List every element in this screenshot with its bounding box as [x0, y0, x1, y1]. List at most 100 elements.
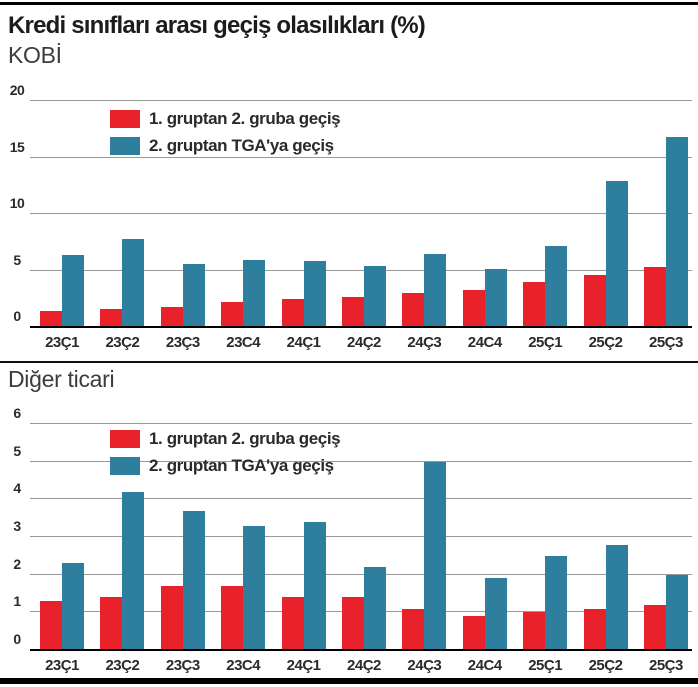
legend-label-series1: 1. gruptan 2. gruba geçiş	[149, 109, 341, 128]
chart1-plot-area: 1. gruptan 2. gruba geçiş 2. gruptan TGA…	[10, 82, 692, 351]
bar-series1-23C4	[221, 585, 244, 650]
gridline-y20	[30, 100, 692, 101]
bar-series1-25Ç1	[523, 281, 546, 327]
bar-group-24C4: 24C4	[462, 101, 507, 351]
bar-group-25Ç2: 25Ç2	[583, 424, 628, 674]
x-axis-line	[30, 326, 692, 328]
bar-series1-24C4	[462, 616, 485, 650]
bar-series2-23Ç1	[62, 563, 84, 650]
chart2-plot-area: 1. gruptan 2. gruba geçiş 2. gruptan TGA…	[13, 405, 692, 674]
legend-row-series1: 1. gruptan 2. gruba geçiş	[110, 109, 341, 129]
x-tick-label-25Ç2: 25Ç2	[588, 657, 623, 674]
y-tick-label-5: 5	[13, 251, 21, 268]
x-tick-label-24Ç3: 24Ç3	[407, 334, 442, 351]
x-tick-label-23C4: 23C4	[226, 657, 261, 674]
bar-group-25Ç3: 25Ç3	[643, 424, 688, 674]
x-tick-label-25Ç3: 25Ç3	[648, 334, 683, 351]
bar-series2-24Ç2	[363, 265, 386, 327]
y-tick-label-4: 4	[13, 480, 21, 497]
bar-group-25Ç3: 25Ç3	[643, 101, 688, 351]
bar-series2-24Ç1	[303, 261, 326, 327]
bar-series2-25Ç2	[605, 544, 628, 650]
x-tick-label-24Ç3: 24Ç3	[407, 657, 442, 674]
y-tick-label-15: 15	[9, 138, 25, 155]
bar-series1-24Ç1	[281, 298, 304, 327]
y-tick-label-1: 1	[13, 593, 21, 610]
bar-series1-23C4	[221, 302, 244, 327]
y-tick-label-6: 6	[13, 405, 21, 421]
x-tick-label-23C4: 23C4	[226, 334, 261, 351]
bar-series1-25Ç3	[643, 267, 666, 327]
gridline-y5	[30, 269, 692, 271]
bar-series1-23Ç3	[160, 306, 183, 327]
y-tick-label-0: 0	[13, 631, 21, 647]
legend-label-series1: 1. gruptan 2. gruba geçiş	[149, 429, 341, 448]
bar-group-25Ç2: 25Ç2	[583, 101, 628, 351]
legend-label-series2: 2. gruptan TGA'ya geçiş	[149, 136, 334, 155]
legend-row-series2: 2. gruptan TGA'ya geçiş	[110, 456, 340, 476]
bar-series2-25Ç3	[665, 574, 688, 650]
chart1-subtitle: KOBİ	[8, 42, 62, 68]
bar-series1-24Ç2	[341, 296, 364, 327]
bar-series1-24Ç1	[281, 597, 304, 650]
y-tick-label-20: 20	[9, 82, 25, 98]
gridline-y2	[30, 573, 692, 575]
legend-row-series2: 2. gruptan TGA'ya geçiş	[110, 136, 340, 156]
bar-series2-24C4	[484, 269, 507, 327]
bar-series1-24Ç2	[341, 597, 364, 650]
gridline-y5	[30, 460, 692, 462]
bar-series1-23Ç2	[100, 308, 123, 327]
y-tick-label-3: 3	[13, 518, 21, 534]
section-divider-rule	[0, 361, 698, 363]
gridline-y4	[30, 498, 692, 500]
bar-group-24Ç3: 24Ç3	[402, 424, 447, 674]
gridline-y15	[30, 156, 692, 158]
y-tick-label-0: 0	[13, 308, 21, 324]
bar-group-25Ç1: 25Ç1	[523, 424, 568, 674]
legend-swatch-red	[110, 110, 140, 128]
bar-group-23Ç2: 23Ç2	[100, 424, 145, 674]
bar-series2-23C4	[243, 525, 266, 650]
bar-groups: 23Ç1 23Ç2 23Ç3 23C4 24Ç1 24Ç2 24Ç3 24C4 25Ç1 25Ç2…	[30, 424, 692, 674]
x-tick-label-24Ç2: 24Ç2	[347, 657, 381, 674]
y-tick-label-5: 5	[13, 442, 21, 459]
bar-series1-24Ç3	[402, 608, 425, 650]
x-tick-label-24C4: 24C4	[467, 334, 502, 351]
bar-series2-24Ç1	[303, 521, 326, 650]
bar-group-23Ç2: 23Ç2	[100, 101, 145, 351]
bar-series2-23Ç2	[122, 238, 145, 327]
gridline-y6	[30, 423, 692, 424]
top-rule	[0, 2, 698, 5]
legend-swatch-red	[110, 430, 140, 448]
bar-group-24Ç1: 24Ç1	[281, 101, 326, 351]
bar-series1-25Ç2	[583, 608, 606, 650]
bar-series1-23Ç1	[40, 601, 62, 650]
bar-series2-25Ç1	[545, 245, 568, 327]
figure-title: Kredi sınıfları arası geçiş olasılıkları…	[8, 12, 426, 39]
x-tick-label-25Ç2: 25Ç2	[588, 334, 623, 351]
x-tick-label-23Ç1: 23Ç1	[45, 657, 79, 674]
bar-series2-24Ç2	[363, 567, 386, 650]
bar-group-24C4: 24C4	[462, 424, 507, 674]
x-axis-line	[30, 649, 692, 651]
bar-series2-25Ç1	[545, 555, 568, 650]
bar-series2-23Ç3	[182, 510, 205, 650]
bar-group-23Ç1: 23Ç1	[40, 101, 84, 351]
x-tick-label-24C4: 24C4	[467, 657, 502, 674]
bar-series1-23Ç2	[100, 597, 123, 650]
chart2-legend: 1. gruptan 2. gruba geçiş 2. gruptan TGA…	[110, 429, 341, 476]
gridline-y10	[30, 213, 692, 214]
bar-series2-24Ç3	[424, 461, 447, 650]
bar-group-25Ç1: 25Ç1	[523, 101, 568, 351]
chart2-subtitle: Diğer ticari	[8, 366, 115, 392]
bar-series1-23Ç3	[160, 585, 183, 650]
bar-series2-24C4	[484, 578, 507, 650]
bar-series1-23Ç1	[40, 311, 62, 327]
bar-series1-25Ç1	[523, 612, 546, 650]
bottom-rule	[0, 678, 698, 684]
bar-series1-25Ç2	[583, 275, 606, 327]
x-tick-label-24Ç1: 24Ç1	[286, 657, 321, 674]
bar-series1-24Ç3	[402, 293, 425, 327]
bar-series2-24Ç3	[424, 253, 447, 327]
